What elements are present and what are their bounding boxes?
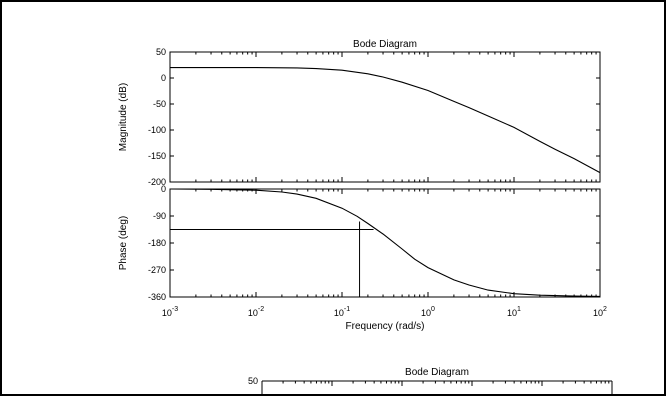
phase-y-tick-label: -90 [153,211,166,221]
magnitude-y-tick-label: 0 [161,73,166,83]
magnitude-y-tick-label: -200 [148,177,166,187]
magnitude-y-tick-label: -100 [148,125,166,135]
chart-title-2: Bode Diagram [405,367,469,378]
phase-y-tick-label: -360 [148,292,166,302]
magnitude-series-line [170,67,601,174]
x-tick-label: 10-2 [248,306,264,318]
figure2-y-tick-label: 50 [248,376,258,386]
phase-panel: 0 -90 -180 -270 -360 Phase (deg) [118,184,601,302]
x-axis-label: Frequency (rad/s) [346,321,425,332]
phase-series-line [169,188,601,297]
chart-title: Bode Diagram [353,39,417,50]
magnitude-y-tick-label: -150 [148,151,166,161]
magnitude-axes-frame [169,51,601,183]
phase-ylabel: Phase (deg) [118,216,129,270]
magnitude-ylabel: Magnitude (dB) [118,83,129,151]
x-tick-label: 10-1 [334,306,350,318]
x-tick-label: 101 [507,306,521,318]
phase-y-tick-label: -270 [148,265,166,275]
x-tick-label: 10-3 [162,306,178,318]
phase-y-tick-label: -180 [148,238,166,248]
magnitude-y-tick-label: -50 [153,99,166,109]
magnitude-y-tick-label: 50 [156,47,166,57]
x-tick-label: 100 [421,306,435,318]
x-tick-label: 102 [593,306,607,318]
magnitude-panel: 50 0 -50 -100 -150 -200 Magnitude (dB) [118,47,601,187]
phase-y-tick-label: 0 [161,184,166,194]
figure2-axes: 50 [248,376,613,396]
